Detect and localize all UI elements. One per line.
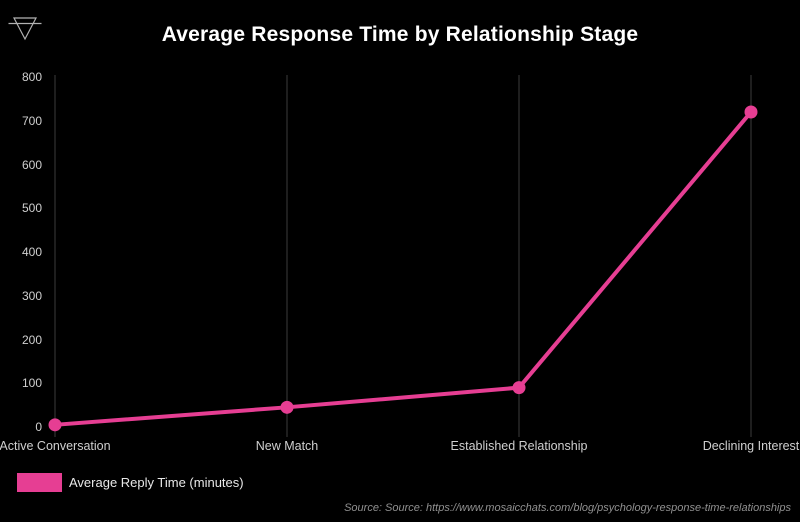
earth-symbol-icon (8, 17, 42, 41)
y-tick-label: 300 (21, 288, 42, 303)
x-category-label: Declining Interest (702, 439, 800, 453)
y-tick-label: 200 (21, 332, 42, 347)
data-point (512, 381, 526, 395)
legend-swatch (17, 473, 62, 492)
y-tick-label: 600 (21, 157, 42, 172)
y-tick-label: 100 (21, 376, 42, 391)
x-category-label: New Match (255, 439, 319, 453)
legend: Average Reply Time (minutes) (17, 473, 244, 492)
chart-title: Average Response Time by Relationship St… (161, 23, 639, 46)
y-tick-label: 800 (21, 70, 42, 84)
x-category-label: Established Relationship (450, 439, 588, 453)
y-tick-label: 400 (21, 245, 42, 259)
series-line (53, 110, 753, 427)
y-tick-label: 700 (21, 113, 42, 128)
data-point (280, 400, 294, 414)
legend-label: Average Reply Time (minutes) (69, 475, 244, 490)
data-point (48, 418, 62, 432)
y-tick-label: 500 (21, 201, 42, 216)
source-attribution: Source: Source: https://www.mosaicchats.… (344, 502, 791, 514)
data-point (744, 105, 758, 119)
y-tick-label: 0 (35, 420, 42, 434)
x-category-label: Active Conversation (0, 439, 111, 453)
